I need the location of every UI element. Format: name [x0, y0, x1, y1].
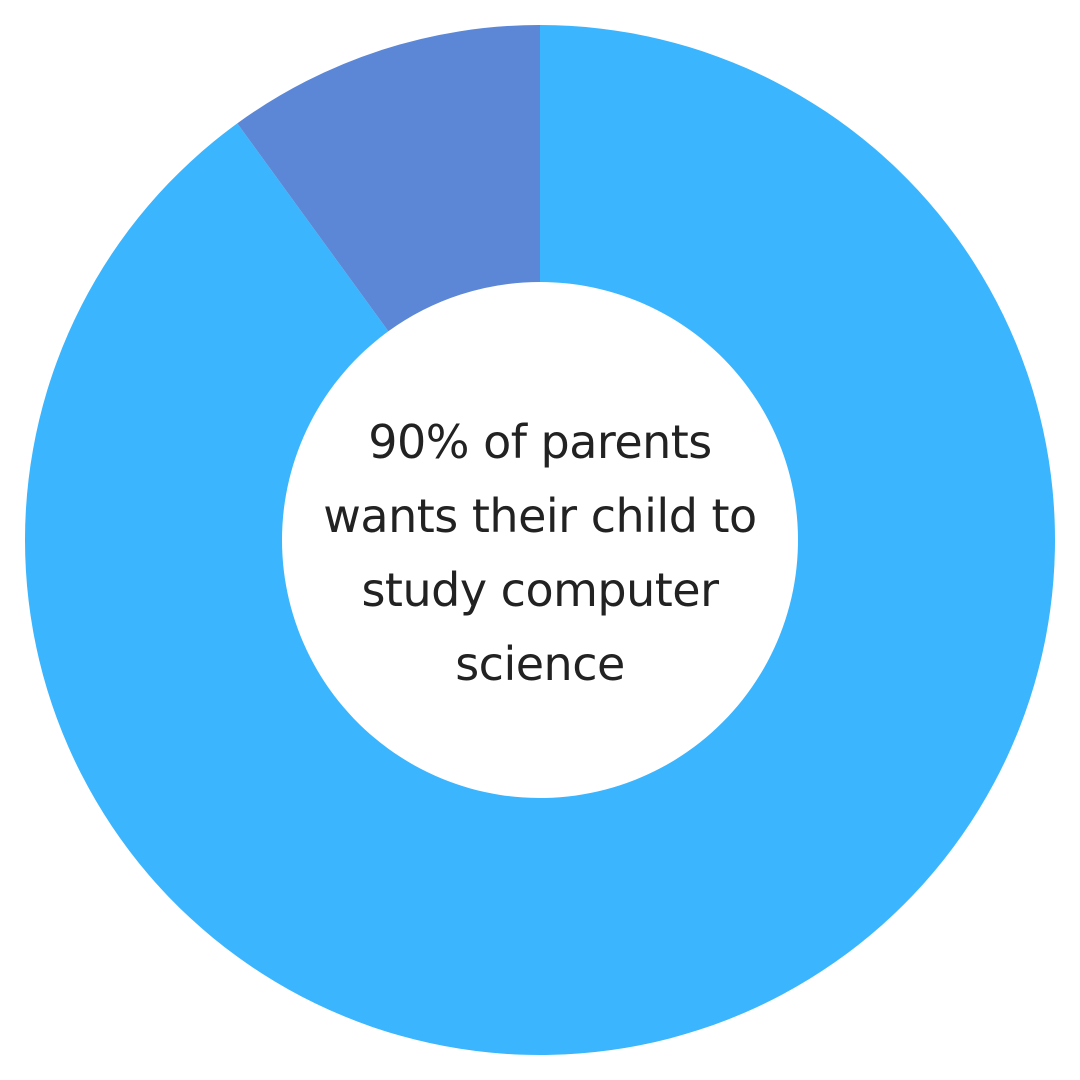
center-label-line-2: wants their child to: [323, 489, 757, 543]
center-label-line-4: science: [455, 637, 625, 691]
center-label: 90% of parents wants their child to stud…: [290, 405, 790, 701]
donut-slice-2: [237, 25, 540, 332]
center-label-line-1: 90% of parents: [368, 415, 712, 469]
donut-slice-1: [24, 25, 1055, 1055]
center-label-line-3: study computer: [361, 563, 719, 617]
